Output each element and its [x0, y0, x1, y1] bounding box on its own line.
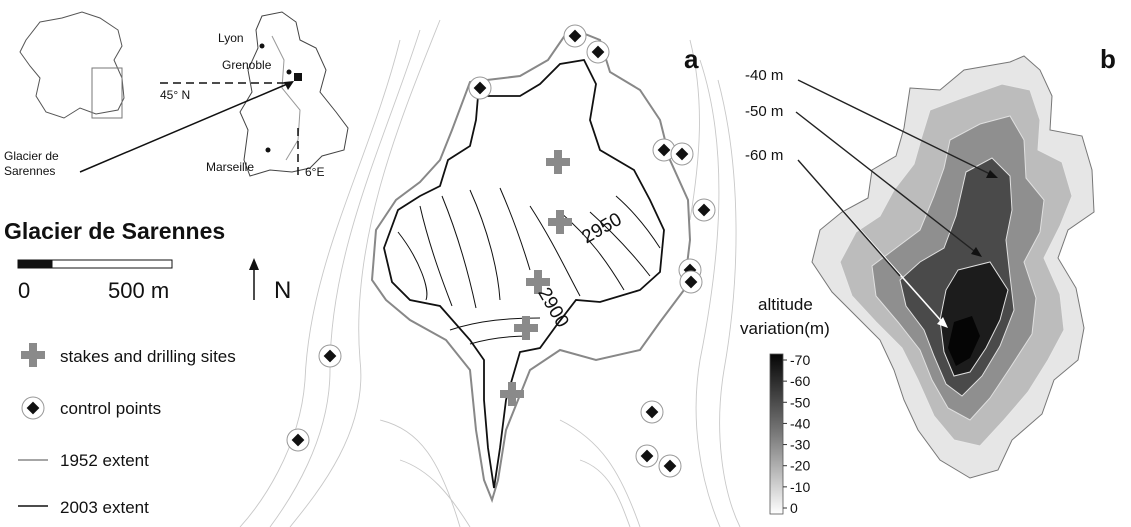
- latitude-label: 45° N: [160, 88, 190, 102]
- legend-control-icon: [21, 396, 45, 420]
- city-label-marseille: Marseille: [206, 160, 254, 174]
- arrow-40m: [797, 79, 995, 177]
- extent-1952-outline: [370, 26, 692, 504]
- panel-a-map: 2950 2900 a: [239, 19, 741, 527]
- depth-label-40: -40 m: [745, 67, 783, 84]
- colorbar: altitude variation(m) -70 -60 -50 -40 -30 -20…: [740, 295, 830, 516]
- control-point: [563, 24, 587, 48]
- depth-label-50: -50 m: [745, 103, 783, 120]
- arrow-40m-head: [986, 170, 998, 178]
- arrow-50m: [795, 111, 979, 255]
- panel-b-letter: b: [1100, 44, 1116, 74]
- control-point: [640, 400, 664, 424]
- control-point: [670, 142, 694, 166]
- colorbar-tick-label: -60: [790, 373, 810, 389]
- grenoble-dot: [286, 69, 292, 75]
- control-point: [679, 270, 703, 294]
- inset-locator-box: [91, 67, 123, 119]
- legend: stakes and drilling sites control points…: [18, 343, 236, 517]
- colorbar-tick-label: -20: [790, 458, 810, 474]
- arrow-60m-head: [937, 317, 948, 328]
- colorbar-tick-label: -30: [790, 437, 810, 453]
- lyon-dot: [259, 43, 265, 49]
- panel-b-map: -40 m -50 m -60 m b: [745, 44, 1116, 479]
- france-outline: [19, 11, 125, 119]
- map-title: Glacier de Sarennes: [4, 218, 225, 244]
- control-point: [318, 344, 342, 368]
- sarennes-marker: [294, 73, 302, 81]
- extent-2003-outline: [383, 59, 665, 489]
- alps-region-outline: [239, 11, 349, 177]
- arrow-60m-outer: [797, 159, 901, 277]
- colorbar-ticks: -70 -60 -50 -40 -30 -20 -10 0: [783, 352, 810, 516]
- colorbar-tick-label: 0: [790, 500, 798, 516]
- control-point: [468, 76, 492, 100]
- control-point: [286, 428, 310, 452]
- depth-label-60: -60 m: [745, 147, 783, 164]
- legend-control-label: control points: [60, 399, 161, 418]
- sarennes-arrow: [79, 81, 293, 173]
- colorbar-tick-label: -40: [790, 415, 810, 431]
- legend-stakes-label: stakes and drilling sites: [60, 347, 236, 366]
- marseille-dot: [265, 147, 271, 153]
- depth-zone-65: [948, 316, 980, 366]
- north-label: N: [274, 277, 291, 304]
- longitude-label: 6°E: [305, 165, 324, 179]
- colorbar-tick-label: -70: [790, 352, 810, 368]
- scale-bar: [17, 259, 173, 269]
- colorbar-gradient: [769, 353, 784, 515]
- control-point: [635, 444, 659, 468]
- glacier-label-line1: Glacier de: [4, 149, 59, 163]
- scale-length-label: 500 m: [108, 278, 169, 303]
- control-point: [586, 40, 610, 64]
- colorbar-tick-label: -10: [790, 479, 810, 495]
- alps-inner-border: [271, 35, 301, 161]
- city-label-lyon: Lyon: [218, 31, 244, 45]
- arrow-50m-head: [971, 247, 982, 257]
- panel-a-letter: a: [684, 44, 699, 74]
- inset-map: Lyon Grenoble Marseille 45° N 6°E Glacie…: [4, 11, 349, 179]
- legend-2003-label: 2003 extent: [60, 498, 149, 517]
- north-arrow: [249, 258, 259, 300]
- colorbar-title-line2: variation(m): [740, 319, 830, 338]
- colorbar-tick-label: -50: [790, 394, 810, 410]
- topographic-contours: [239, 19, 741, 527]
- colorbar-title-line1: altitude: [758, 295, 813, 314]
- city-label-grenoble: Grenoble: [222, 58, 272, 72]
- legend-stake-icon: [21, 343, 45, 367]
- sarennes-arrow-head: [284, 81, 294, 90]
- legend-1952-label: 1952 extent: [60, 451, 149, 470]
- glacier-label-line2: Sarennes: [4, 164, 55, 178]
- control-point: [692, 198, 716, 222]
- control-point: [658, 454, 682, 478]
- scale-zero-label: 0: [18, 278, 30, 303]
